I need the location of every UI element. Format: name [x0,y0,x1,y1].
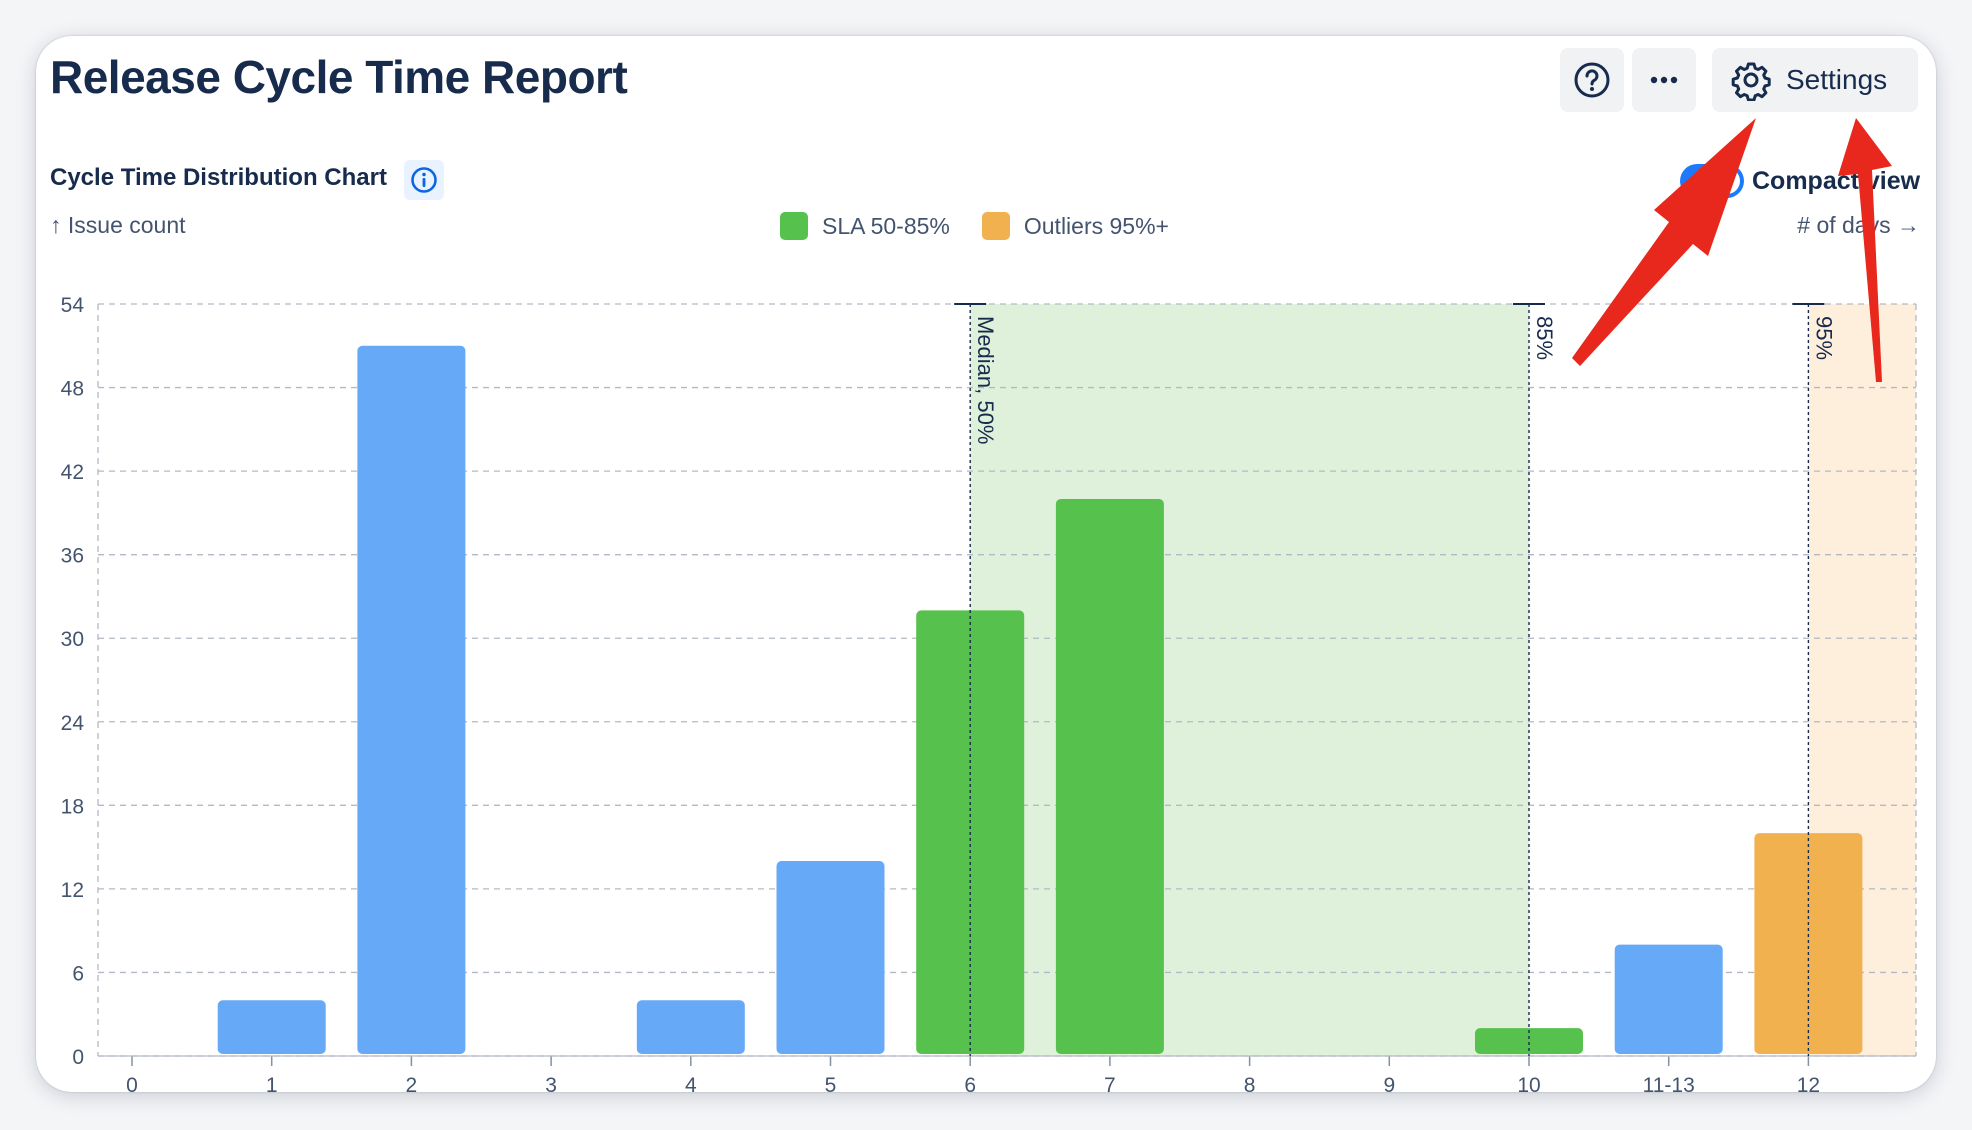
report-card: Release Cycle Time Report Settings Cycle… [36,36,1936,1097]
help-button[interactable] [1560,48,1624,112]
more-actions-button[interactable] [1632,48,1696,112]
legend-label-sla: SLA 50-85% [822,212,950,239]
check-icon [1690,173,1706,186]
x-tick-label: 0 [126,1074,138,1097]
y-tick-label: 18 [61,795,84,818]
x-tick-label: 12 [1797,1074,1820,1097]
y-tick-label: 0 [72,1046,84,1069]
settings-button[interactable]: Settings [1712,48,1918,112]
x-tick-label: 4 [685,1074,697,1097]
x-tick-label: 11-13 [1643,1074,1695,1097]
marker-label-1: 85% [1532,316,1557,360]
compact-view-toggle[interactable] [1680,164,1744,198]
page-title: Release Cycle Time Report [50,51,628,103]
x-tick-label: 8 [1244,1074,1256,1097]
chart-legend: SLA 50-85% Outliers 95%+ [780,212,1187,240]
chart-heading: Cycle Time Distribution Chart [50,164,387,191]
x-tick-label: 2 [406,1074,418,1097]
bar-4 [636,1000,745,1054]
y-tick-label: 30 [61,628,84,651]
y-tick-label: 36 [61,545,84,568]
gear-icon [1731,62,1771,101]
x-tick-label: 1 [266,1074,278,1097]
legend-item-sla: SLA 50-85% [780,212,950,240]
band-sla [970,304,1529,1056]
x-tick-label: 3 [545,1074,557,1097]
chart-info-button[interactable] [404,160,444,200]
x-tick-label: 9 [1383,1074,1395,1097]
marker-label-2: 95% [1811,316,1836,360]
y-tick-label: 42 [61,461,84,484]
bar-10 [1475,1028,1583,1054]
legend-label-outliers: Outliers 95%+ [1023,212,1169,239]
x-tick-label: 7 [1104,1074,1116,1097]
info-circle-icon [411,167,437,193]
question-circle-icon [1574,62,1610,98]
x-axis-caption: # of days → [1797,212,1920,238]
y-tick-label: 12 [61,879,84,902]
toggle-knob [1714,168,1740,194]
compact-view-label[interactable]: Compact view [1752,167,1921,195]
y-tick-label: 48 [61,378,84,401]
marker-label-0: Median, 50% [973,316,998,444]
y-tick-label: 24 [61,712,85,735]
bar-7 [1055,498,1164,1054]
y-tick-label: 6 [72,962,84,985]
bar-11-13 [1614,944,1723,1054]
bar-1 [217,1000,326,1054]
ellipsis-icon [1650,76,1678,84]
y-axis-caption: ↑ Issue count [50,212,186,238]
settings-label: Settings [1786,64,1888,95]
legend-item-outliers: Outliers 95%+ [981,212,1169,240]
legend-swatch-outliers [981,212,1010,240]
bar-5 [776,861,885,1054]
legend-swatch-sla [780,212,808,240]
bar-12 [1754,833,1863,1054]
x-tick-label: 10 [1517,1074,1540,1097]
y-tick-label: 54 [61,294,85,317]
x-tick-label: 5 [825,1074,837,1097]
bar-2 [357,345,466,1054]
x-tick-label: 6 [964,1074,976,1097]
